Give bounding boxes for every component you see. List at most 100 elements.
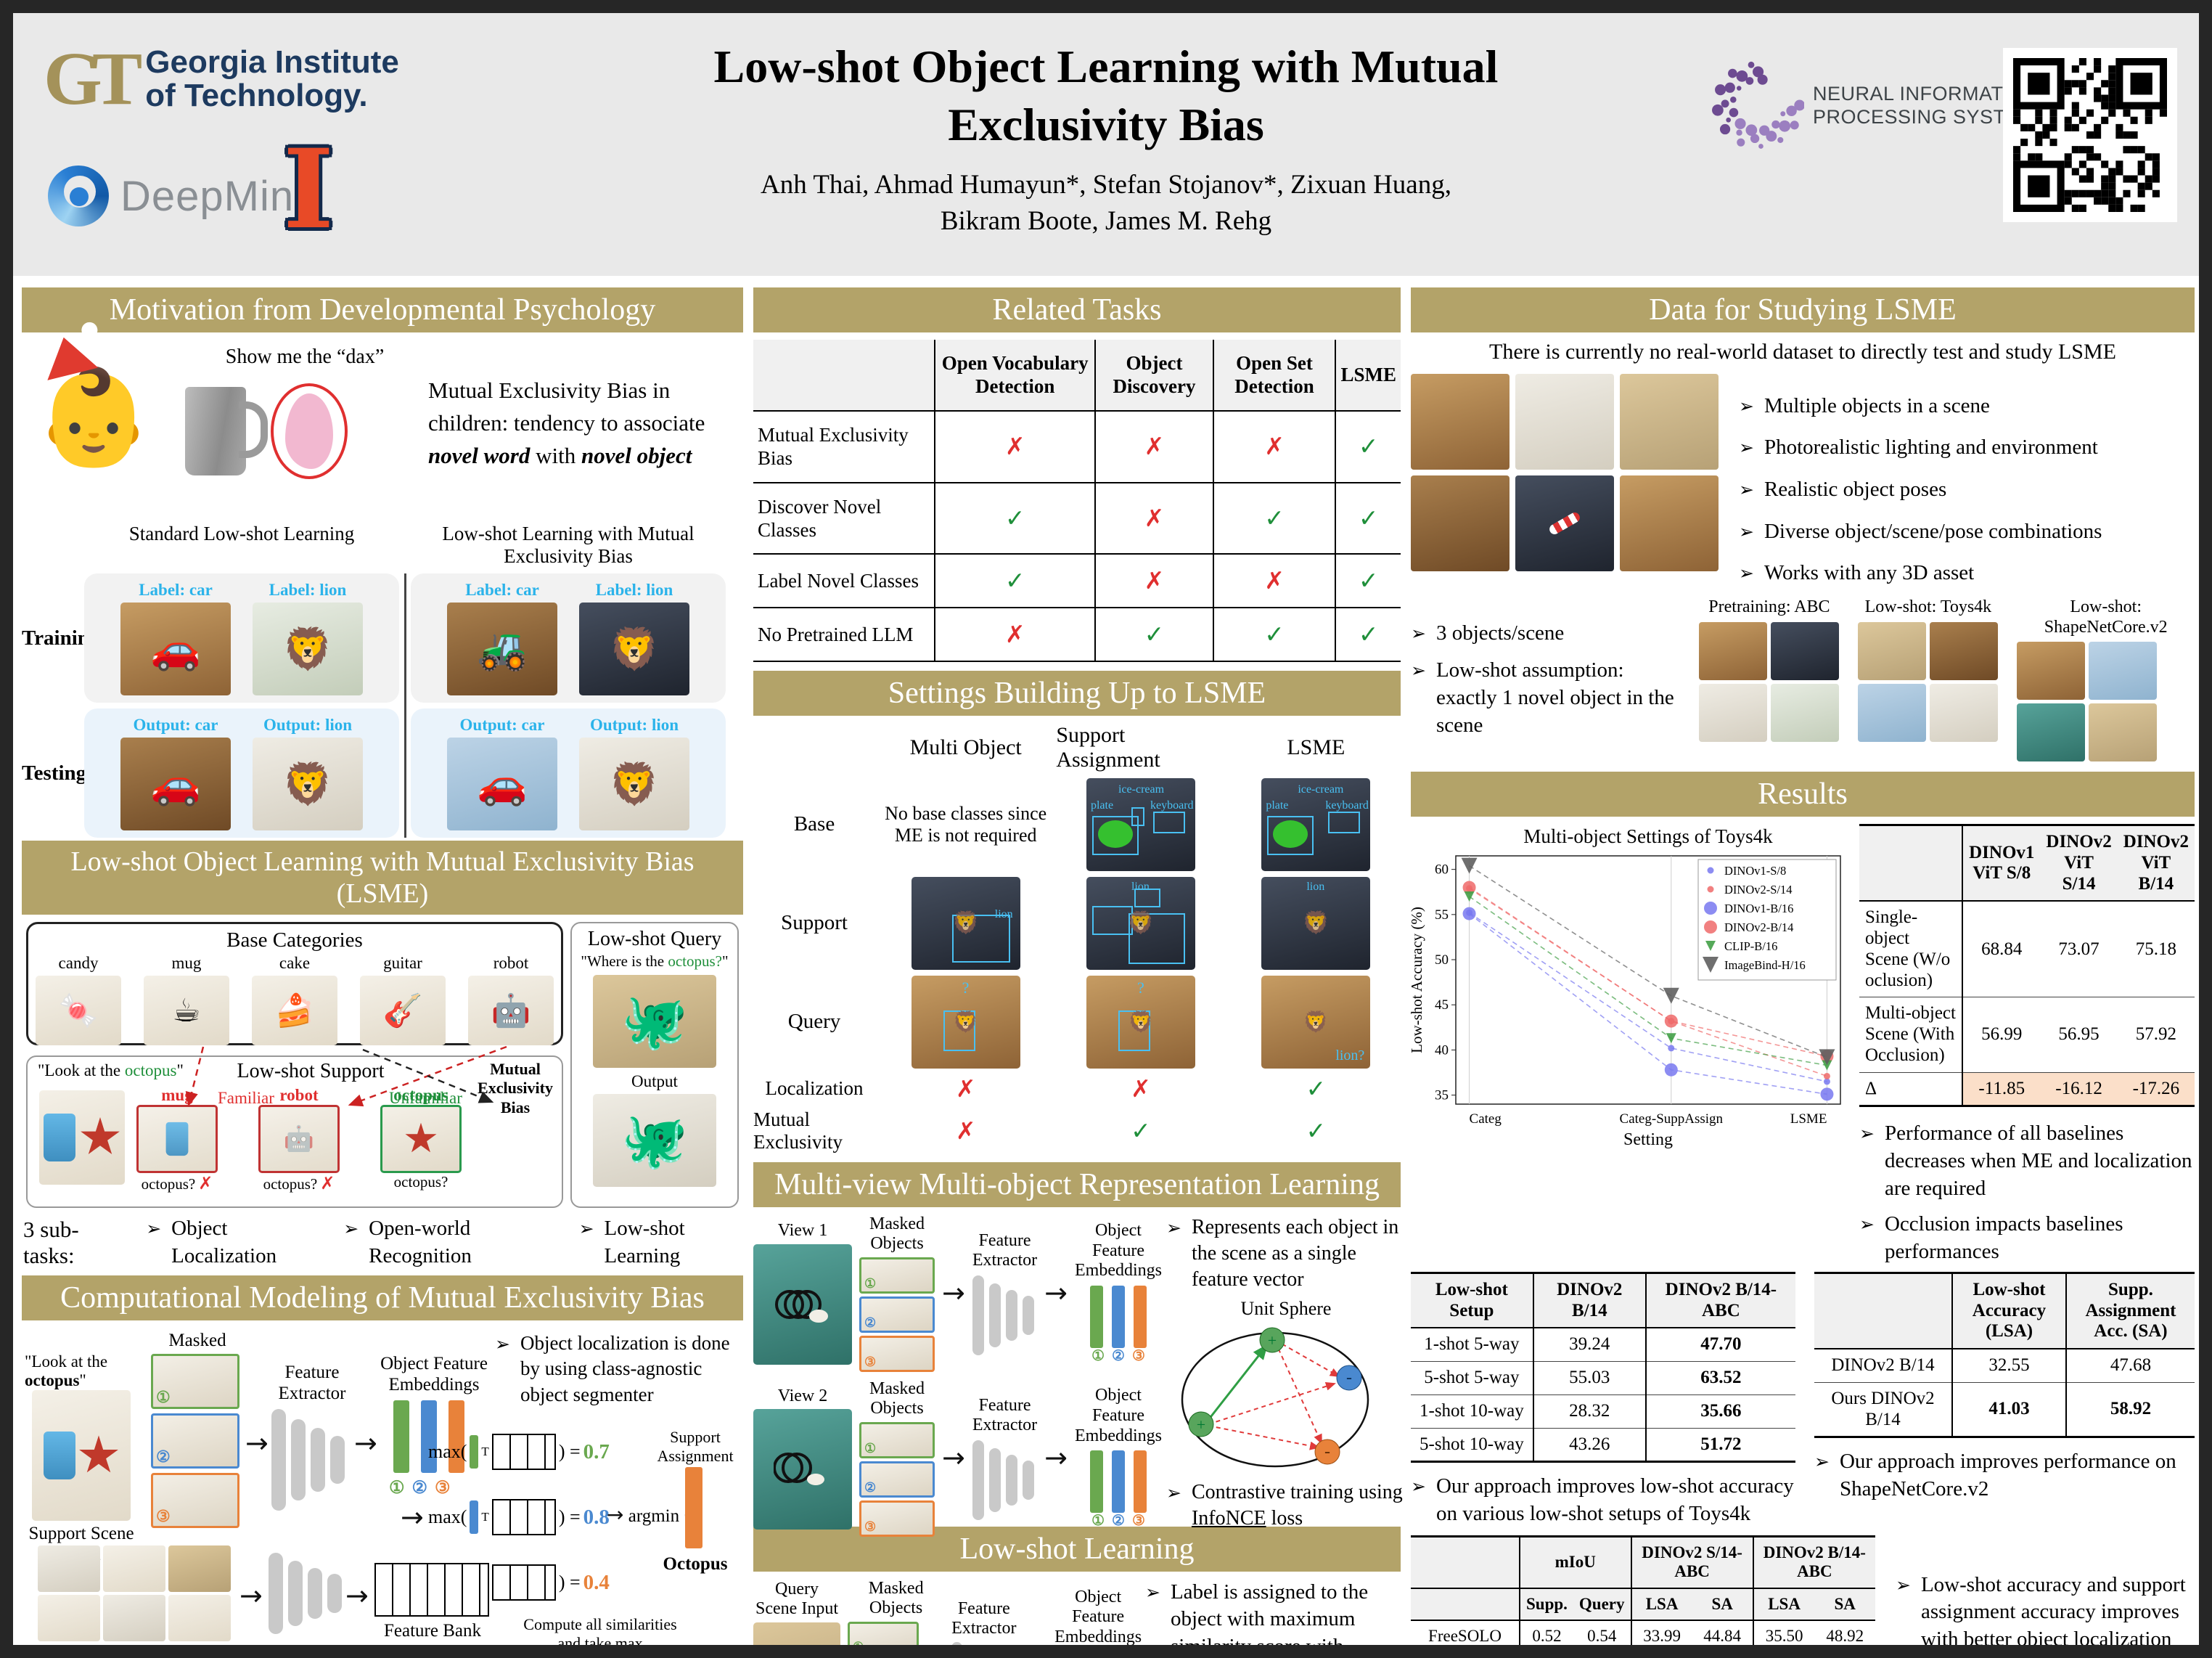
red-star-octopus-icon <box>405 1122 437 1153</box>
subtask-text: Low-shot Learning <box>604 1217 685 1267</box>
multiview-bullet-2: ➢ Contrastive training using InfoNCE loss <box>1166 1479 1406 1532</box>
right-column: Data for Studying LSME There is currentl… <box>1411 287 2195 1645</box>
mark: ✓ <box>1358 619 1379 648</box>
authors-line1: Anh Thai, Ahmad Humayun*, Stefan Stojano… <box>761 170 1451 200</box>
masked-objects-stack: ① ② ③ <box>859 1421 935 1537</box>
bounding-box <box>1152 811 1185 833</box>
bullet-text: Realistic object poses <box>1764 477 1947 501</box>
arrow-icon: → <box>1044 1442 1068 1474</box>
neurips-line1: NEURAL INFORMATION <box>1813 82 2040 105</box>
compute-l1: Compute all similarities <box>523 1615 677 1634</box>
query-scene-image: 🐙 <box>593 975 716 1069</box>
table-row: 1-shot 5-way 39.24 47.70 <box>1411 1328 1795 1363</box>
embedding-bars <box>1075 1450 1162 1514</box>
base-item-cake: cake 🍰 <box>252 954 337 1046</box>
deepmind-logo: DeepMind <box>48 166 318 226</box>
feature-extractor <box>972 1439 1037 1520</box>
subtasks-row: 3 sub-tasks: ➢ Object Localization ➢ Open-… <box>23 1215 743 1270</box>
support-mark: ✗ <box>320 1173 335 1193</box>
no-base-note: No base classes since ME is not required <box>885 802 1047 846</box>
lion-icon: 🦁 <box>609 626 660 674</box>
scene-thumbnail: 🦁 <box>579 603 689 696</box>
bullet-arrow-icon: ➢ <box>1411 1476 1426 1498</box>
scene-thumbnail <box>380 1105 462 1173</box>
support-question: octopus? <box>263 1175 318 1193</box>
scene-thumbnail <box>168 1545 231 1593</box>
badge-3: ③ <box>1131 1348 1145 1365</box>
car-icon: 🚗 <box>150 761 201 809</box>
feature-bank-icon <box>491 1499 556 1536</box>
cell: DINOv2 B/14 <box>1814 1349 1952 1383</box>
svg-text:-: - <box>1324 1442 1330 1461</box>
table-group-row: mIoU DINOv2 S/14-ABC DINOv2 B/14-ABC <box>1411 1536 1875 1589</box>
feature-bank-icon <box>491 1564 556 1601</box>
me-def-prefix: Mutual Exclusivity Bias in children: ten… <box>428 377 705 436</box>
feature-extractor-block: Feature Extractor <box>972 1231 1037 1355</box>
bullet-arrow-icon: ➢ <box>1896 1574 1911 1596</box>
modeling-section: "Look at the octopus" Support SceneInput… <box>22 1328 743 1645</box>
datasets-row: ➢ 3 objects/scene ➢ Low-shot assumption: e… <box>1411 597 2195 762</box>
cell: 5-shot 10-way <box>1411 1428 1533 1463</box>
mark: ✓ <box>1144 619 1165 648</box>
arrow-icon: → <box>1023 1641 1046 1645</box>
compute-note: Compute all similarities and take max <box>509 1615 691 1645</box>
lion-icon: 🦁 <box>282 626 333 674</box>
settings-grid: Multi Object Support Assignment LSME Bas… <box>753 723 1401 1153</box>
section-header-multiview: Multi-view Multi-object Representation L… <box>753 1161 1401 1207</box>
fx-l2: Extractor <box>972 1251 1038 1270</box>
scene-thumbnail: ☕ <box>144 976 229 1046</box>
bullet-arrow-icon: ➢ <box>343 1218 359 1239</box>
feature-extractor-label: Feature Extractor <box>269 1363 356 1405</box>
lion-label: lion <box>1306 880 1325 893</box>
scene-thumbnail <box>1411 373 1510 470</box>
me-bias-l1: Mutual <box>490 1060 541 1078</box>
mark: ✗ <box>955 1116 976 1146</box>
bullet-arrow-icon: ➢ <box>495 1334 510 1355</box>
testing-image-lion: Output: lion 🦁 <box>253 716 363 831</box>
bullet-arrow-icon: ➢ <box>1166 1482 1181 1503</box>
masked-objects-stack: ① ② ③ <box>151 1354 239 1529</box>
badge-2: ② <box>1112 1348 1125 1365</box>
fx-l1: Feature <box>957 1598 1010 1618</box>
scene-thumbnail <box>1930 621 1999 680</box>
row-label: Multi-object Scene (With Occlusion) <box>1859 997 1963 1073</box>
query-image-lsme: lion? 🦁 <box>1261 975 1371 1069</box>
me-training-panel: Label: car 🚜 Label: lion 🦁 <box>411 573 726 703</box>
subtask-2: ➢ Open-world Recognition <box>343 1215 549 1270</box>
bullet-arrow-icon: ➢ <box>1859 1214 1875 1236</box>
cell: 5-shot 5-way <box>1411 1361 1533 1395</box>
robot-icon: 🤖 <box>283 1124 315 1153</box>
data-scene-grid <box>1411 373 1719 587</box>
support-label: robot <box>279 1086 319 1104</box>
view2-block: View 2 <box>753 1387 852 1530</box>
sub: Query <box>1573 1588 1631 1622</box>
subtasks-label: 3 sub-tasks: <box>23 1216 79 1268</box>
octopus-assignment: Octopus <box>663 1554 728 1575</box>
multiview-bullet-1: ➢ Represents each object in the scene as … <box>1166 1214 1406 1294</box>
label-car: Label: car <box>465 581 539 600</box>
scene-thumbnail <box>1699 621 1768 680</box>
base-categories-title: Base Categories <box>226 928 363 952</box>
poster-title: Low-shot Object Learning with Mutual Excl… <box>521 38 1691 154</box>
cell: 0.52 <box>1519 1620 1573 1645</box>
equals: ) = <box>558 1506 581 1528</box>
table-row: 5-shot 10-way 43.26 51.72 <box>1411 1428 1795 1463</box>
cell: 47.70 <box>1644 1328 1795 1363</box>
badge-1: ① <box>389 1479 405 1498</box>
section-header-motivation: Motivation from Developmental Psychology <box>22 287 743 332</box>
col: DINOv2 B/14 <box>1532 1273 1646 1329</box>
masked-objects-label: Masked Objects <box>869 1379 925 1418</box>
row-label: Δ <box>1859 1072 1963 1107</box>
label-lion: Label: lion <box>269 581 347 600</box>
standard-testing-panel: Output: car 🚗 Output: lion 🦁 <box>84 708 399 838</box>
results-mid-row: Low-shot Setup DINOv2 B/14 DINOv2 B/14-ABC… <box>1411 1271 2195 1528</box>
results-top-row: Categ Categ-SuppAssign LSME 35 40 45 50 55 60 Mul… <box>1411 824 2195 1266</box>
occlusion-table: DINOv1 ViT S/8 DINOv2 ViT S/14 DINOv2 ViT … <box>1859 824 2195 1108</box>
mark: ✗ <box>1144 432 1165 461</box>
table-header-row: Low-shot Accuracy (LSA) Supp. Assignment Ac… <box>1814 1273 2195 1350</box>
cell: 75.18 <box>2117 901 2195 998</box>
baby-icon: 👶 <box>35 331 152 473</box>
bullet-arrow-icon: ➢ <box>146 1218 162 1239</box>
look-prefix: "Look at the <box>38 1061 125 1079</box>
mark: ✗ <box>1131 1074 1151 1103</box>
